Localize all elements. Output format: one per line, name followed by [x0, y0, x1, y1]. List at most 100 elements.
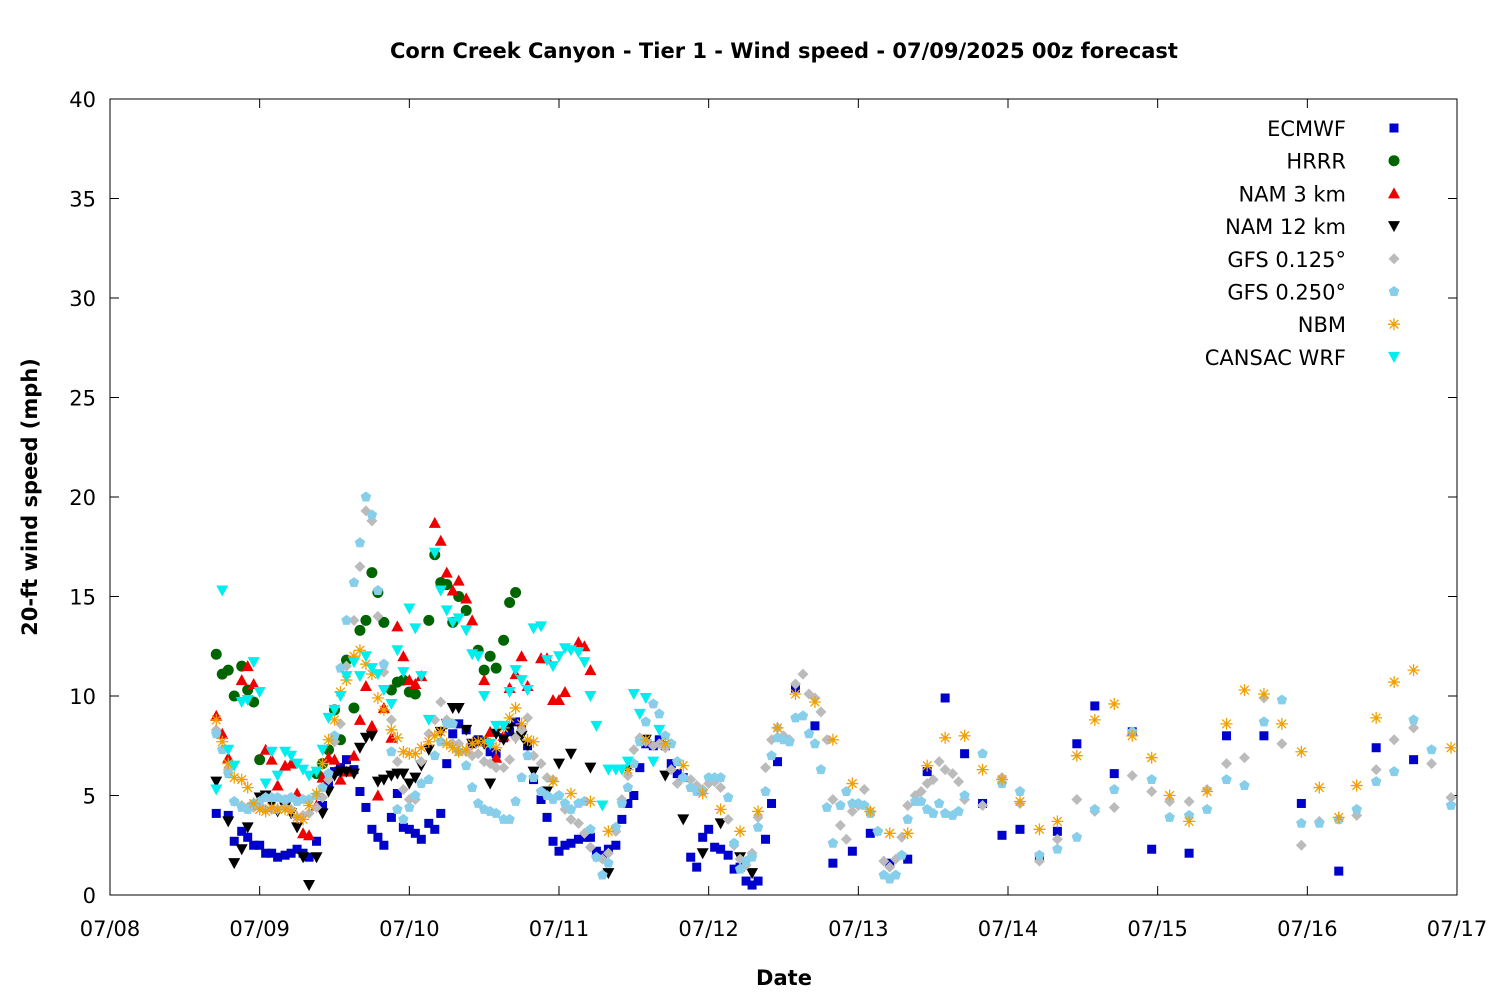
data-point — [639, 692, 652, 704]
data-point — [365, 663, 378, 675]
data-point — [760, 786, 771, 796]
data-point — [572, 647, 585, 659]
data-point — [789, 688, 802, 701]
data-point — [229, 836, 239, 846]
data-point — [528, 772, 539, 783]
data-point — [377, 685, 390, 697]
legend-marker — [1388, 351, 1400, 363]
data-point — [454, 719, 464, 729]
data-point — [710, 842, 720, 852]
data-point — [623, 798, 633, 808]
data-point — [385, 698, 398, 710]
data-point — [409, 772, 422, 784]
data-point — [1445, 791, 1457, 803]
data-point — [564, 787, 577, 800]
data-point — [1409, 755, 1419, 765]
data-point — [902, 813, 913, 824]
data-point — [253, 687, 266, 699]
data-point — [858, 784, 870, 796]
data-point — [211, 808, 221, 818]
data-point — [847, 846, 857, 856]
data-point — [997, 830, 1007, 840]
data-point — [241, 781, 254, 794]
data-point — [1109, 784, 1120, 794]
data-point — [392, 789, 402, 799]
data-point — [947, 768, 959, 780]
data-point — [976, 763, 989, 776]
data-point — [666, 759, 676, 769]
x-tick-label: 07/13 — [828, 917, 889, 941]
x-tick-label: 07/15 — [1127, 917, 1188, 941]
data-point — [410, 790, 421, 800]
data-point — [553, 651, 565, 663]
data-point — [322, 733, 335, 746]
data-point — [311, 801, 323, 813]
data-point — [547, 661, 560, 673]
data-point — [559, 797, 571, 808]
data-point — [647, 756, 660, 768]
data-point — [404, 801, 415, 812]
data-point — [434, 534, 447, 546]
data-point — [939, 731, 952, 744]
data-point — [541, 655, 554, 667]
data-point — [503, 711, 516, 724]
data-point — [379, 840, 389, 850]
data-point — [472, 748, 484, 760]
data-point — [761, 834, 771, 844]
data-point — [453, 738, 465, 750]
data-point — [515, 675, 528, 687]
data-point — [536, 794, 546, 804]
data-point — [864, 805, 877, 818]
data-point — [447, 718, 458, 729]
data-point — [789, 678, 801, 690]
data-point — [1220, 717, 1233, 730]
data-point — [715, 772, 726, 783]
data-point — [1051, 815, 1064, 828]
data-point — [472, 651, 485, 663]
data-point — [1332, 811, 1345, 824]
data-point — [784, 736, 795, 747]
data-point — [728, 837, 740, 848]
data-point — [572, 636, 585, 648]
data-point — [385, 723, 398, 736]
data-point — [1257, 688, 1270, 701]
data-point — [372, 585, 384, 595]
data-point — [228, 858, 241, 870]
data-point — [548, 836, 558, 846]
data-point — [1295, 839, 1307, 851]
data-point — [216, 735, 229, 748]
data-point — [746, 851, 758, 862]
data-point — [896, 849, 907, 860]
data-point — [746, 868, 759, 880]
data-point — [1071, 831, 1083, 842]
data-point — [510, 587, 522, 599]
data-point — [890, 869, 901, 880]
series-gfs-0-125 — [210, 505, 1457, 873]
data-point — [565, 803, 577, 814]
y-tick-label: 20 — [69, 486, 96, 510]
data-point — [1221, 758, 1233, 770]
data-point — [279, 746, 292, 758]
data-point — [235, 674, 248, 686]
data-point — [521, 685, 534, 697]
data-point — [554, 846, 564, 856]
data-point — [267, 848, 277, 858]
data-point — [509, 665, 522, 677]
data-point — [940, 693, 950, 703]
data-point — [903, 854, 913, 864]
data-point — [509, 701, 522, 714]
data-point — [939, 807, 951, 818]
data-point — [385, 714, 397, 726]
data-point — [640, 716, 652, 727]
data-point — [303, 770, 316, 782]
data-point — [415, 671, 428, 683]
data-point — [953, 776, 965, 788]
data-point — [254, 754, 266, 766]
data-point — [602, 868, 615, 880]
data-point — [659, 737, 672, 750]
data-point — [484, 738, 497, 750]
data-point — [527, 735, 540, 748]
data-point — [1222, 731, 1232, 741]
